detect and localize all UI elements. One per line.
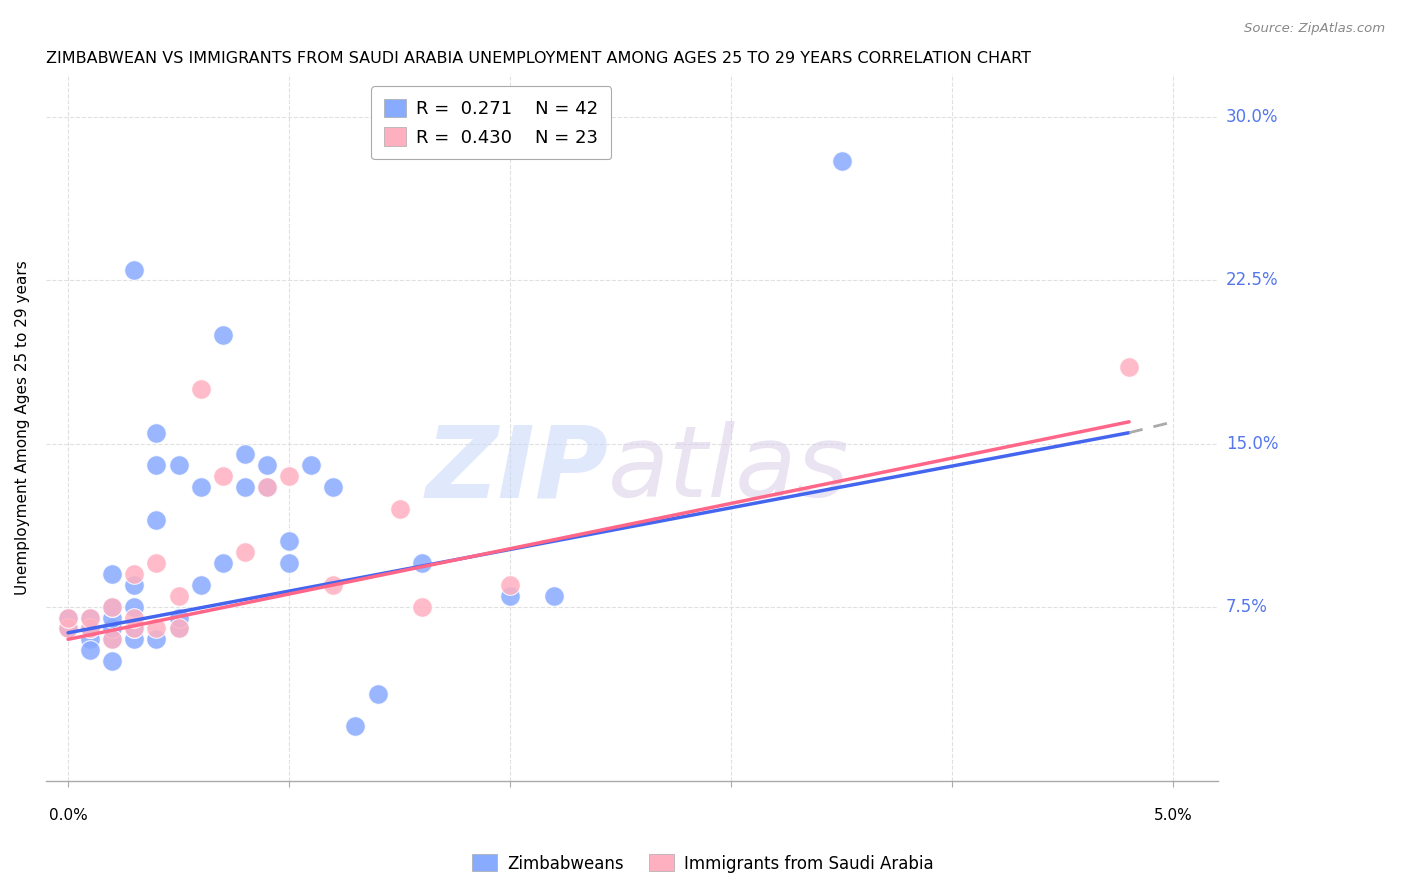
- Point: [79, 622, 101, 636]
- Point: [211, 327, 233, 342]
- Point: [211, 556, 233, 570]
- Point: [56, 610, 79, 624]
- Point: [79, 622, 101, 636]
- Point: [167, 589, 190, 603]
- Point: [322, 480, 344, 494]
- Legend: R =  0.271    N = 42, R =  0.430    N = 23: R = 0.271 N = 42, R = 0.430 N = 23: [371, 87, 612, 160]
- Point: [101, 599, 124, 614]
- Point: [233, 447, 256, 461]
- Point: [124, 610, 146, 624]
- Point: [499, 578, 522, 592]
- Point: [167, 610, 190, 624]
- Point: [56, 622, 79, 636]
- Point: [167, 622, 190, 636]
- Point: [543, 589, 565, 603]
- Point: [79, 632, 101, 647]
- Point: [101, 622, 124, 636]
- Point: [233, 545, 256, 559]
- Point: [145, 632, 167, 647]
- Point: [190, 578, 212, 592]
- Point: [256, 480, 278, 494]
- Point: [101, 567, 124, 582]
- Y-axis label: Unemployment Among Ages 25 to 29 years: Unemployment Among Ages 25 to 29 years: [15, 260, 30, 595]
- Point: [124, 599, 146, 614]
- Text: 0.0%: 0.0%: [49, 808, 87, 823]
- Text: 30.0%: 30.0%: [1226, 108, 1278, 127]
- Text: 15.0%: 15.0%: [1226, 434, 1278, 452]
- Point: [101, 654, 124, 668]
- Text: 7.5%: 7.5%: [1226, 598, 1268, 615]
- Point: [145, 622, 167, 636]
- Point: [167, 458, 190, 473]
- Point: [145, 458, 167, 473]
- Point: [233, 480, 256, 494]
- Text: 22.5%: 22.5%: [1226, 271, 1278, 289]
- Legend: Zimbabweans, Immigrants from Saudi Arabia: Zimbabweans, Immigrants from Saudi Arabi…: [465, 847, 941, 880]
- Point: [79, 643, 101, 657]
- Point: [56, 622, 79, 636]
- Point: [388, 501, 411, 516]
- Point: [299, 458, 322, 473]
- Point: [145, 425, 167, 440]
- Point: [124, 578, 146, 592]
- Point: [499, 589, 522, 603]
- Point: [124, 632, 146, 647]
- Text: 5.0%: 5.0%: [1154, 808, 1192, 823]
- Point: [56, 610, 79, 624]
- Point: [145, 556, 167, 570]
- Point: [101, 599, 124, 614]
- Point: [278, 534, 301, 549]
- Point: [344, 719, 367, 733]
- Point: [101, 632, 124, 647]
- Point: [79, 610, 101, 624]
- Point: [124, 262, 146, 277]
- Point: [124, 622, 146, 636]
- Point: [167, 622, 190, 636]
- Point: [256, 480, 278, 494]
- Point: [367, 687, 389, 701]
- Point: [322, 578, 344, 592]
- Point: [101, 632, 124, 647]
- Point: [145, 513, 167, 527]
- Point: [831, 153, 853, 168]
- Point: [211, 469, 233, 483]
- Point: [124, 567, 146, 582]
- Point: [190, 480, 212, 494]
- Point: [101, 610, 124, 624]
- Point: [190, 382, 212, 396]
- Point: [1118, 360, 1140, 375]
- Point: [411, 599, 433, 614]
- Text: atlas: atlas: [609, 421, 851, 518]
- Point: [411, 556, 433, 570]
- Point: [278, 469, 301, 483]
- Point: [278, 556, 301, 570]
- Text: ZIP: ZIP: [426, 421, 609, 518]
- Point: [256, 458, 278, 473]
- Point: [79, 610, 101, 624]
- Text: ZIMBABWEAN VS IMMIGRANTS FROM SAUDI ARABIA UNEMPLOYMENT AMONG AGES 25 TO 29 YEAR: ZIMBABWEAN VS IMMIGRANTS FROM SAUDI ARAB…: [46, 51, 1031, 66]
- Point: [124, 622, 146, 636]
- Text: Source: ZipAtlas.com: Source: ZipAtlas.com: [1244, 22, 1385, 36]
